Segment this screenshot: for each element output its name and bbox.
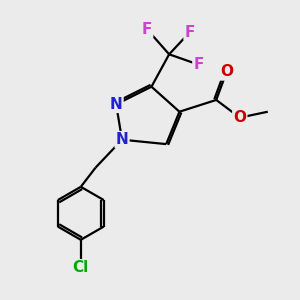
Text: O: O (233, 110, 246, 125)
Text: N: N (116, 132, 128, 147)
Text: F: F (194, 57, 204, 72)
Text: Cl: Cl (73, 260, 89, 275)
Text: F: F (142, 22, 152, 37)
Text: O: O (220, 64, 233, 80)
Text: N: N (110, 97, 122, 112)
Text: F: F (184, 25, 195, 40)
